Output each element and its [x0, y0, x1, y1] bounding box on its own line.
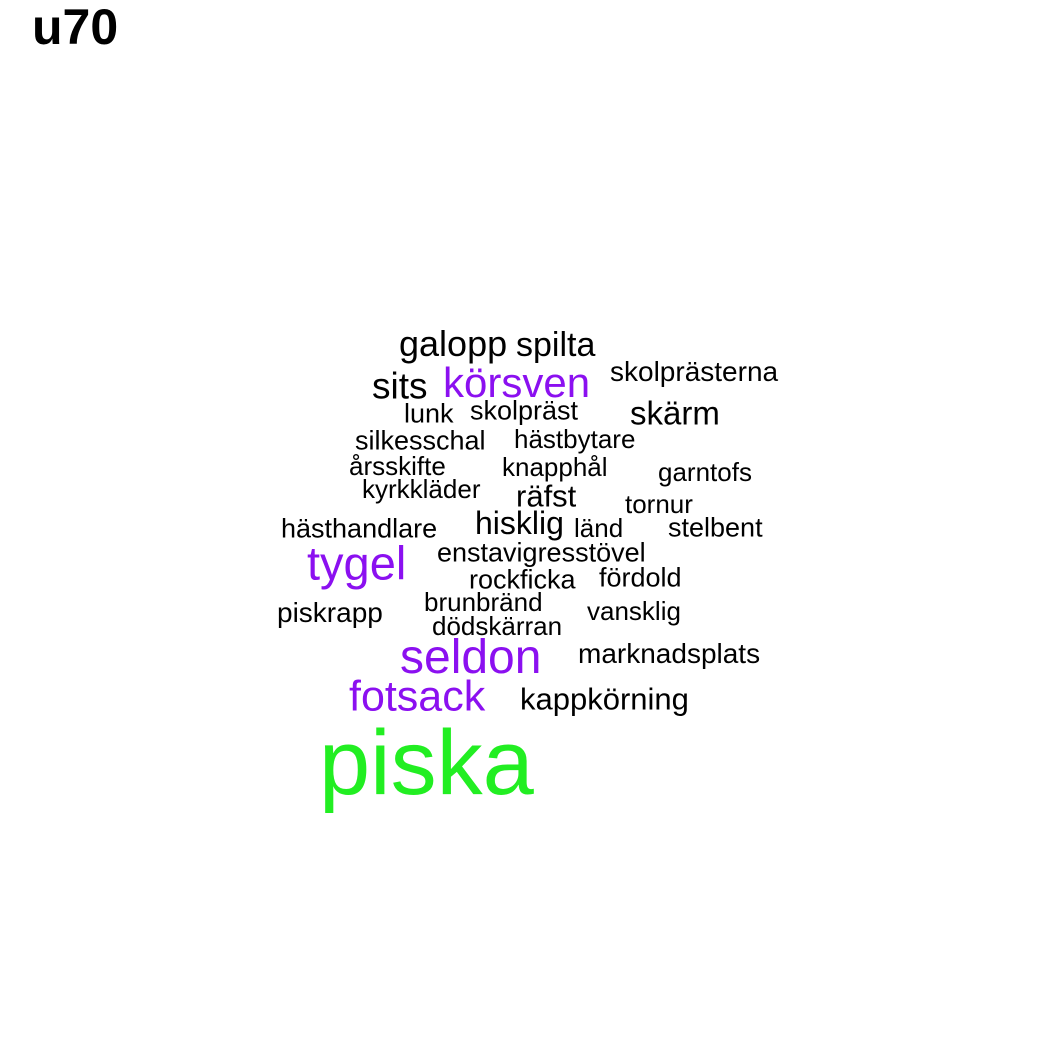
word-19: stelbent [668, 512, 763, 543]
word-13: kyrkkläder [362, 474, 481, 504]
word-10: årsskifte [349, 451, 446, 481]
word-11: knapphål [502, 452, 608, 482]
word-17: hisklig [475, 505, 564, 541]
word-32: piska [319, 712, 534, 814]
word-8: silkesschal [355, 425, 486, 456]
word-30: fotsack [349, 672, 486, 721]
word-12: garntofs [658, 457, 752, 487]
word-25: piskrapp [277, 597, 383, 628]
word-22: rockficka [469, 564, 576, 595]
word-29: marknadsplats [578, 638, 761, 669]
page-title: u70 [32, 0, 119, 55]
word-24: brunbränd [424, 587, 543, 617]
word-3: sits [372, 365, 428, 407]
word-0: galopp [399, 323, 508, 364]
word-15: tornur [625, 489, 693, 519]
word-31: kappkörning [520, 681, 689, 717]
word-5: lunk [404, 398, 454, 429]
word-6: skolpräst [470, 395, 579, 426]
word-21: enstavigresstövel [437, 537, 646, 568]
word-7: skärm [630, 394, 720, 432]
word-16: hästhandlare [281, 513, 438, 544]
word-28: seldon [400, 631, 542, 684]
word-9: hästbytare [514, 424, 636, 454]
word-4: körsven [443, 359, 591, 406]
word-26: vansklig [587, 596, 681, 626]
word-27: dödskärran [432, 611, 563, 641]
word-1: spilta [516, 326, 596, 364]
word-2: skolprästerna [610, 356, 779, 387]
word-18: länd [574, 513, 624, 543]
word-14: räfst [516, 478, 577, 514]
word-23: fördold [599, 562, 682, 593]
word-20: tygel [307, 536, 407, 590]
